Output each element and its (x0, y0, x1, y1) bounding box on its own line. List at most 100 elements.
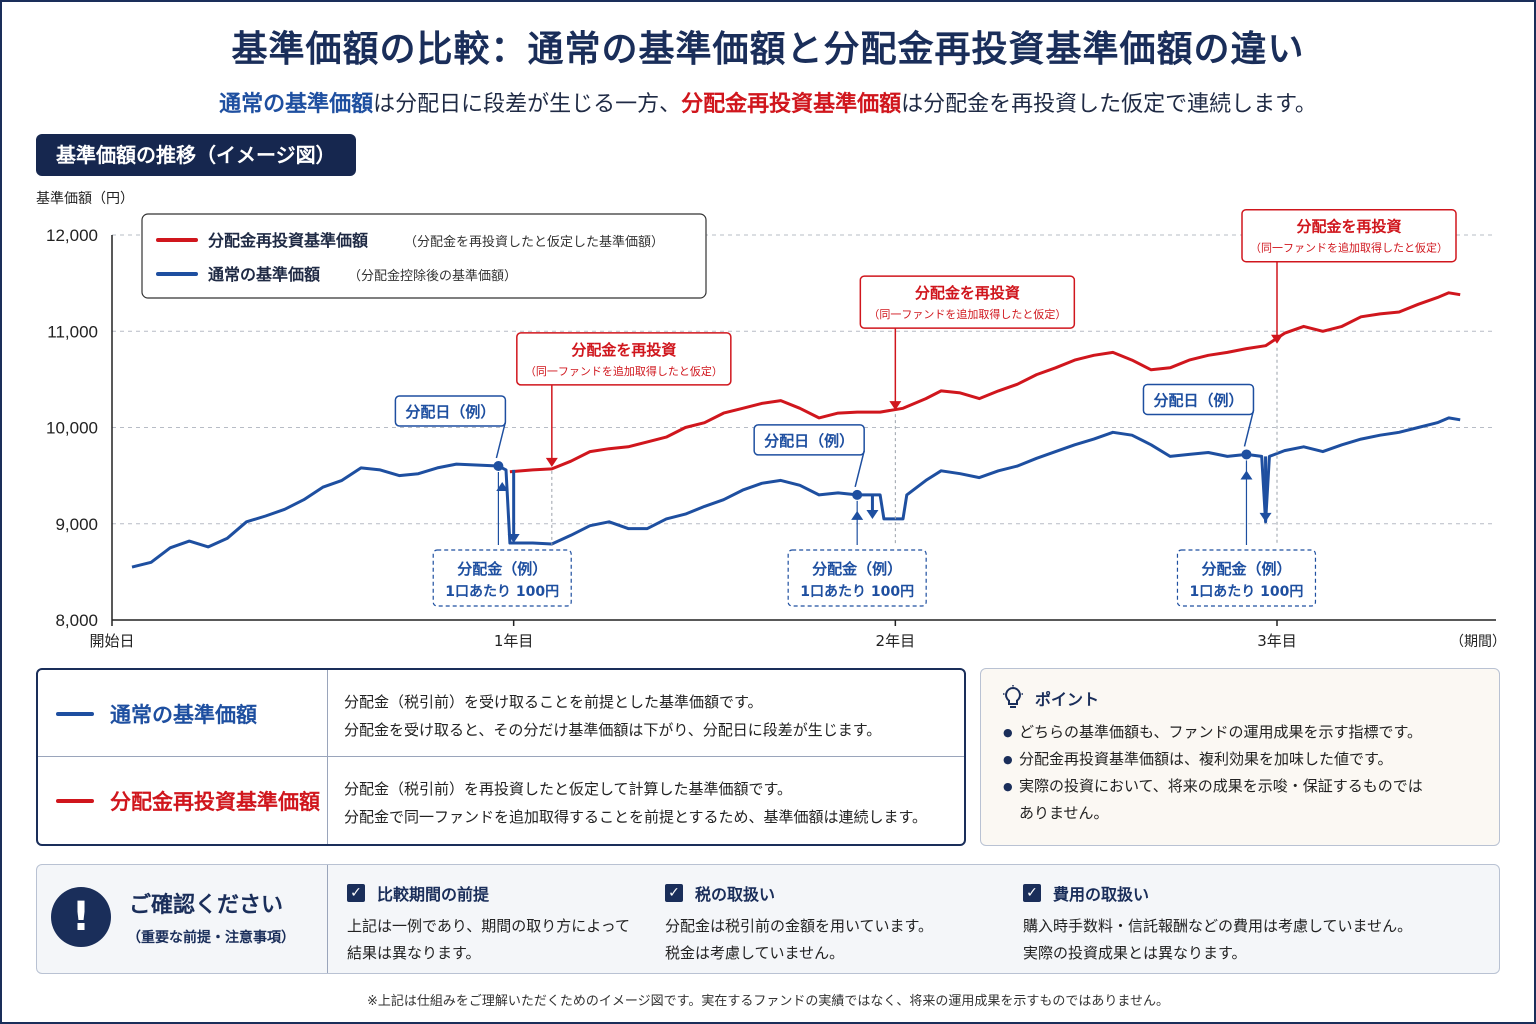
dividend-day-leader (854, 450, 865, 488)
section-label: 基準価額の推移（イメージ図） (36, 134, 356, 176)
y-tick-label: 9,000 (55, 515, 98, 534)
confirm-item-head: ✓ 税の取扱い (665, 881, 933, 905)
point-item: 実際の投資において、将来の成果を示唆・保証するものでは (1003, 773, 1423, 800)
dividend-amount-sub: 1口あたり 100円 (445, 584, 559, 600)
definition-row-reinvest: 分配金再投資基準価額 分配金（税引前）を再投資したと仮定して計算した基準価額です… (38, 757, 964, 844)
confirm-divider (327, 865, 328, 973)
dividend-amount-box (432, 549, 572, 607)
definition-row-normal: 通常の基準価額 分配金（税引前）を受け取ることを前提とした基準価額です。 分配金… (38, 670, 964, 757)
subtitle-text-1: は分配日に段差が生じる一方、 (373, 92, 682, 117)
dividend-day-box (1142, 383, 1255, 416)
subtitle-reinvest-term: 分配金再投資基準価額 (681, 92, 902, 117)
dividend-amount-arrowhead (851, 510, 864, 520)
dividend-drop-arrowhead (1259, 512, 1272, 522)
subtitle-text-2: は分配金を再投資した仮定で連続します。 (901, 92, 1317, 117)
annotation-a1: 分配金（例） 1口あたり 100円 (432, 469, 572, 607)
reinvest-arrowhead (545, 457, 558, 467)
definition-title-reinvest: 分配金再投資基準価額 (110, 789, 320, 814)
reinvest-sub: （同一ファンドを追加取得したと仮定） (1250, 241, 1448, 255)
definition-line: 分配金（税引前）を再投資したと仮定して計算した基準価額です。 (344, 780, 793, 798)
x-tick-label: 2年目 (876, 632, 916, 650)
confirm-item-cost: ✓ 費用の取扱い 購入時手数料・信託報酬などの費用は考慮していません。 実際の投資… (1023, 881, 1412, 967)
dividend-amount-arrowhead (496, 482, 509, 491)
checkbox-icon: ✓ (347, 884, 365, 902)
legend-note: （分配金を再投資したと仮定した基準価額） (404, 234, 664, 250)
annotation-r2: 分配金を再投資 （同一ファンドを追加取得したと仮定） (859, 275, 1076, 545)
confirm-item-tax: ✓ 税の取扱い 分配金は税引前の金額を用いています。 税金は考慮していません。 (665, 881, 933, 967)
y-axis-label: 基準価額（円） (36, 190, 134, 207)
dividend-day-label: 分配日（例） (405, 403, 495, 421)
point-title: ポイント (1035, 690, 1100, 709)
reinvest-nav-line (509, 291, 1461, 474)
x-axis-label: （期間） (1450, 634, 1506, 650)
dividend-day-marker (493, 461, 504, 471)
definition-name-normal: 通常の基準価額 (38, 670, 328, 757)
dividend-amount-sub: 1口あたり 100円 (800, 584, 914, 600)
definition-line: 分配金で同一ファンドを追加取得することを前提とするため、基準価額は連続します。 (344, 808, 928, 826)
confirm-item-title: 費用の取扱い (1053, 885, 1150, 904)
definition-line: 分配金（税引前）を受け取ることを前提とした基準価額です。 (344, 693, 763, 711)
confirm-item-title: 比較期間の前提 (377, 885, 490, 904)
annotation-d1: 分配日（例） (394, 395, 507, 545)
dividend-day-marker (852, 489, 863, 500)
dividend-amount-label: 分配金（例） (812, 560, 902, 578)
dividend-day-box (753, 424, 865, 456)
page-title: 基準価額の比較：通常の基準価額と分配金再投資基準価額の違い (231, 29, 1305, 70)
annotation-a3: 分配金（例） 1口あたり 100円 (1176, 456, 1317, 607)
checkbox-icon: ✓ (1023, 884, 1041, 902)
x-tick-label: 1年目 (494, 632, 534, 650)
legend-name: 分配金再投資基準価額 (208, 231, 368, 250)
definition-line: 分配金を受け取ると、その分だけ基準価額は下がり、分配日に段差が生じます。 (344, 721, 882, 739)
chart-annotations: 分配日（例）分配日（例）分配日（例）分配金（例）1口あたり 100円分配金（例）… (394, 208, 1457, 607)
dividend-amount-label: 分配金（例） (1201, 560, 1291, 578)
confirm-item-body: 上記は一例であり、期間の取り方によって 結果は異なります。 (347, 913, 630, 967)
annotation-r1: 分配金を再投資 （同一ファンドを追加取得したと仮定） (516, 332, 732, 545)
subtitle-normal-term: 通常の基準価額 (219, 92, 374, 117)
dividend-amount-arrowhead (1240, 470, 1253, 480)
annotation-d2: 分配日（例） (753, 424, 865, 545)
reinvest-label: 分配金を再投資 (915, 284, 1020, 302)
confirm-item-head: ✓ 費用の取扱い (1023, 881, 1412, 905)
definition-text-normal: 分配金（税引前）を受け取ることを前提とした基準価額です。 分配金を受け取ると、そ… (344, 688, 881, 744)
legend-name: 通常の基準価額 (208, 265, 320, 284)
reinvest-box (516, 332, 732, 386)
dividend-day-box (394, 395, 507, 427)
lightbulb-icon (1003, 685, 1023, 708)
nav-comparison-chart: 基準価額（円） 8,000 9,000 10,000 11,000 12,000 開始日 1年… (36, 190, 1506, 650)
confirm-item-line: 上記は一例であり、期間の取り方によって (347, 917, 631, 935)
legend-note: （分配金控除後の基準価額） (348, 268, 517, 284)
dividend-amount-sub: 1口あたり 100円 (1190, 584, 1304, 600)
reinvest-label: 分配金を再投資 (1296, 218, 1401, 236)
chart-legend: 分配金再投資基準価額 （分配金を再投資したと仮定した基準価額） 通常の基準価額 （分配… (141, 213, 707, 299)
dividend-amount-box (787, 549, 927, 607)
point-item: 分配金再投資基準価額は、複利効果を加味した値です。 (1003, 746, 1423, 773)
confirm-item-body: 購入時手数料・信託報酬などの費用は考慮していません。 実際の投資成果とは異なりま… (1023, 913, 1412, 967)
confirm-item-body: 分配金は税引前の金額を用いています。 税金は考慮していません。 (665, 913, 933, 967)
confirm-item-line: 結果は異なります。 (347, 944, 481, 962)
legend-box (141, 213, 707, 299)
footnote: ※上記は仕組みをご理解いただくためのイメージ図です。実在するファンドの実績ではな… (367, 994, 1169, 1009)
dividend-day-leader (1243, 410, 1255, 447)
red-line-swatch (56, 798, 94, 803)
confirm-item-title: 税の取扱い (695, 885, 776, 904)
definition-name-reinvest: 分配金再投資基準価額 (38, 757, 328, 844)
point-item-continued: ありません。 (1019, 804, 1109, 822)
x-tick-label: 開始日 (89, 632, 134, 650)
dividend-day-leader (495, 421, 507, 459)
annotation-a2: 分配金（例） 1口あたり 100円 (787, 494, 927, 607)
definitions-panel: 通常の基準価額 分配金（税引前）を受け取ることを前提とした基準価額です。 分配金… (36, 668, 966, 846)
checkbox-icon: ✓ (665, 884, 683, 902)
annotation-d3: 分配日（例） (1142, 383, 1255, 545)
point-header: ポイント (1001, 685, 1099, 711)
confirm-item-line: 分配金は税引前の金額を用いています。 (665, 917, 934, 935)
dividend-amount-label: 分配金（例） (457, 560, 547, 578)
confirm-item-period: ✓ 比較期間の前提 上記は一例であり、期間の取り方によって 結果は異なります。 (347, 881, 630, 967)
reinvest-sub: （同一ファンドを追加取得したと仮定） (868, 307, 1066, 321)
dividend-day-label: 分配日（例） (1153, 391, 1243, 409)
point-panel: ポイント どちらの基準価額も、ファンドの運用成果を示す指標です。 分配金再投資基… (980, 668, 1500, 846)
confirm-subtitle: （重要な前提・注意事項） (127, 930, 295, 946)
confirm-item-head: ✓ 比較期間の前提 (347, 881, 630, 905)
chart-axes: 基準価額（円） 8,000 9,000 10,000 11,000 12,000 開始日 1年… (36, 190, 1506, 650)
y-tick-label: 10,000 (46, 419, 98, 438)
